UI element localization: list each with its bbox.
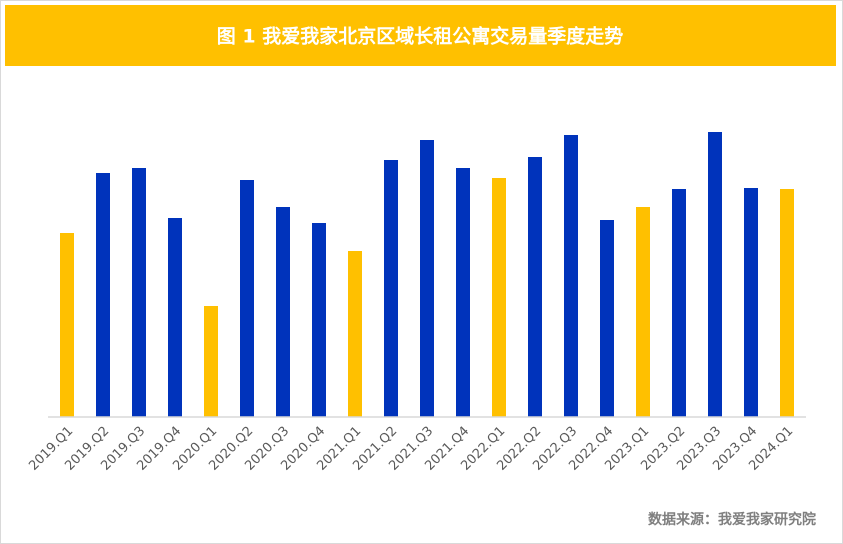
bar: [60, 233, 74, 417]
source-note: 数据来源：我爱我家研究院: [648, 511, 816, 528]
bar: [528, 157, 542, 417]
bar: [168, 218, 182, 417]
bar: [240, 180, 254, 417]
bar: [96, 173, 110, 417]
bar: [600, 220, 614, 417]
bar: [420, 140, 434, 417]
bar: [708, 132, 722, 417]
bar: [492, 178, 506, 417]
bar: [348, 251, 362, 417]
chart-title: 图 1 我爱我家北京区域长租公寓交易量季度走势: [217, 25, 623, 48]
bar: [564, 135, 578, 417]
bar: [456, 168, 470, 417]
title-banner: [5, 5, 836, 66]
bar: [672, 189, 686, 417]
bar: [384, 160, 398, 417]
bar: [780, 189, 794, 417]
bar: [204, 306, 218, 417]
bar: [312, 223, 326, 417]
bar: [744, 188, 758, 417]
bar: [636, 207, 650, 417]
bar: [276, 207, 290, 417]
bar: [132, 168, 146, 417]
